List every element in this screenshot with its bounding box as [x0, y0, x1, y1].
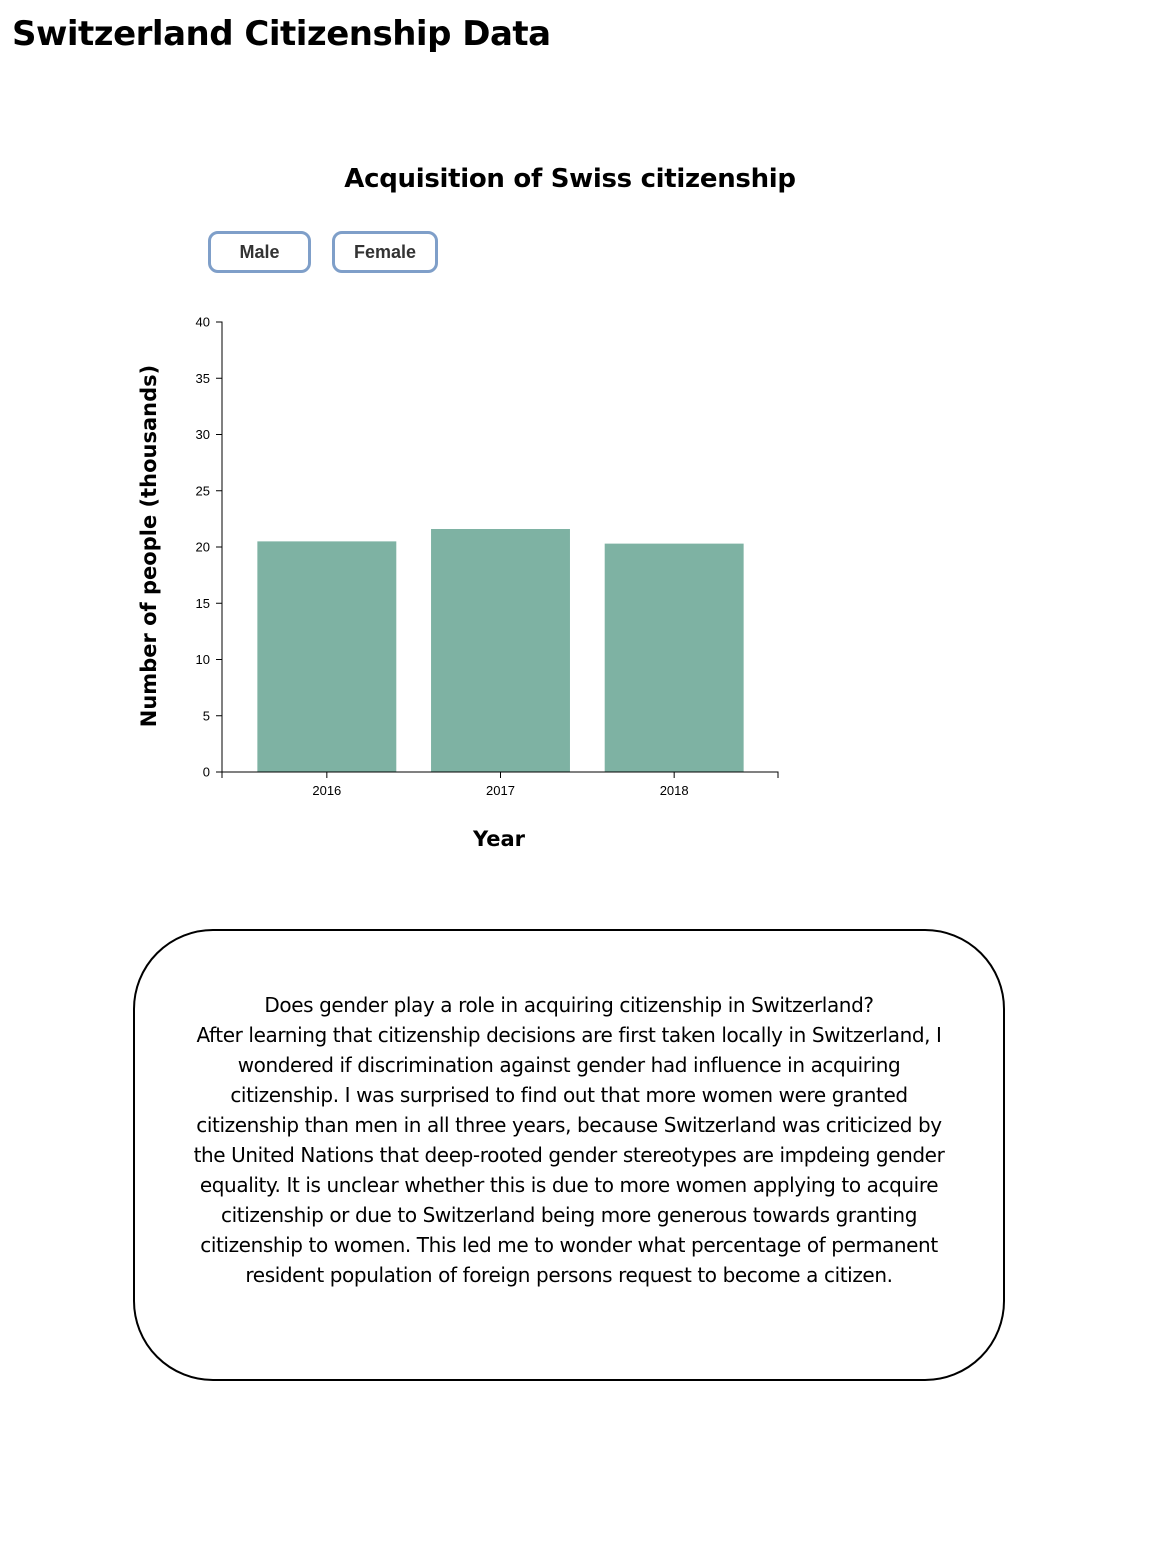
bar-2018	[604, 543, 744, 772]
x-tick-label: 2018	[660, 783, 689, 798]
y-tick-label: 5	[203, 708, 210, 723]
bar-chart: 2016 2017 2018 0 5 10 15 20 25 30 35 40 Number of p…	[137, 315, 779, 851]
male-button[interactable]: Male	[208, 231, 311, 273]
page-title: Switzerland Citizenship Data	[12, 14, 551, 54]
female-button[interactable]: Female	[332, 231, 438, 273]
y-tick-label: 20	[196, 540, 210, 555]
x-tick-label: 2016	[312, 783, 341, 798]
x-axis-title: Year	[472, 827, 526, 851]
note-body: After learning that citizenship decision…	[193, 1023, 945, 1287]
note-box	[133, 929, 1005, 1381]
y-tick-label: 25	[196, 483, 210, 498]
bar-2017	[431, 529, 570, 772]
bars-layer	[257, 529, 744, 772]
axes-layer: 2016 2017 2018 0 5 10 15 20 25 30 35 40	[196, 315, 779, 798]
note-question: Does gender play a role in acquiring cit…	[264, 993, 874, 1017]
y-tick-label: 0	[203, 765, 210, 780]
y-tick-label: 40	[196, 315, 210, 330]
x-tick-label: 2017	[486, 783, 515, 798]
x-axis-line	[221, 771, 779, 778]
bar-2016	[257, 541, 397, 772]
y-tick-label: 35	[196, 371, 210, 386]
note-text: Does gender play a role in acquiring cit…	[190, 990, 948, 1290]
chart-title: Acquisition of Swiss citizenship	[344, 164, 796, 194]
y-tick-label: 15	[196, 596, 210, 611]
y-tick-label: 30	[196, 427, 210, 442]
y-axis-title: Number of people (thousands)	[137, 365, 161, 727]
y-tick-label: 10	[196, 652, 210, 667]
